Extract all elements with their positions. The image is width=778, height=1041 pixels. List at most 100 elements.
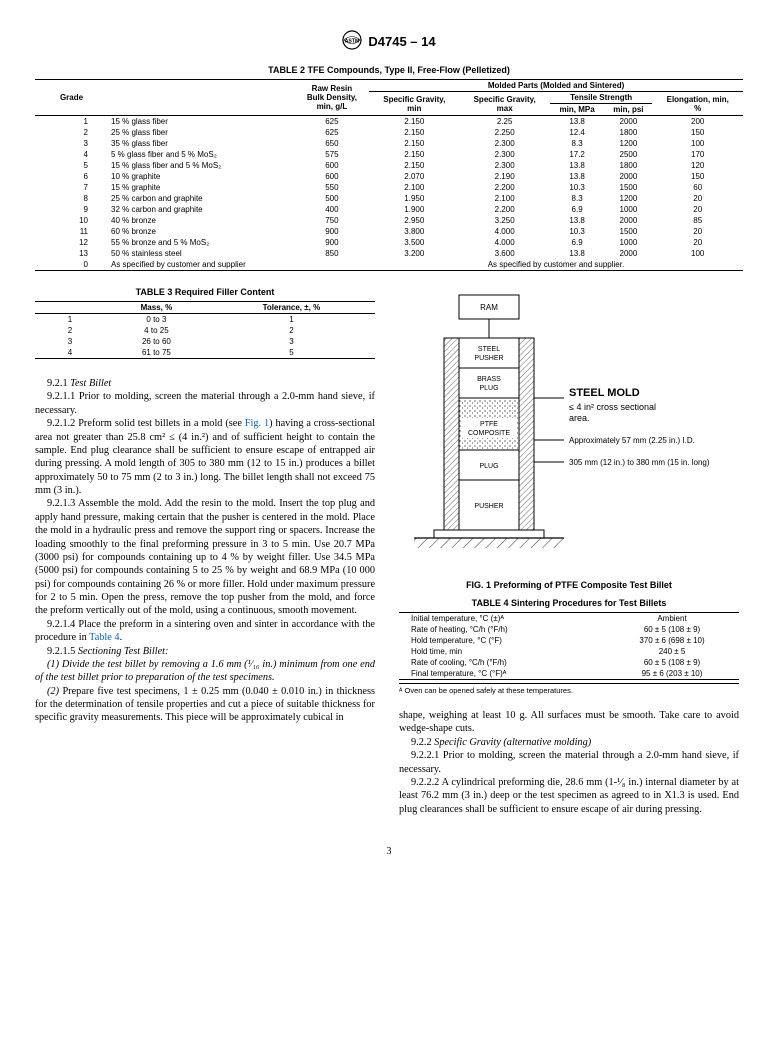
t2-psi: 1800 <box>604 160 652 171</box>
svg-text:STEEL MOLD: STEEL MOLD <box>569 387 640 399</box>
t2-desc: 10 % graphite <box>108 171 295 182</box>
svg-text:Approximately 57 mm (2.25 in.): Approximately 57 mm (2.25 in.) I.D. <box>569 436 695 445</box>
table4-link[interactable]: Table 4 <box>89 632 119 643</box>
svg-text:305 mm (12 in.) to 380 mm (15: 305 mm (12 in.) to 380 mm (15 in. long) <box>569 458 710 467</box>
t2-psi: 2000 <box>604 215 652 226</box>
t3-tol: 3 <box>208 336 375 347</box>
t2-psi: 1200 <box>604 193 652 204</box>
t2-desc: As specified by customer and supplier <box>108 259 295 271</box>
t2-grade: 7 <box>35 182 108 193</box>
t2-desc: 15 % graphite <box>108 182 295 193</box>
t2-el: 150 <box>652 171 743 182</box>
t2-sgmax: 4.000 <box>459 237 549 248</box>
t2-sgmin: 1.900 <box>369 204 459 215</box>
th-molded: Molded Parts (Molded and Sintered) <box>369 80 743 92</box>
t2-sgmax: As specified by customer and supplier. <box>459 259 652 271</box>
fig1-caption: FIG. 1 Preforming of PTFE Composite Test… <box>399 580 739 590</box>
t2-sgmax: 2.25 <box>459 116 549 128</box>
t2-sgmin <box>369 259 459 271</box>
table4-footnote: ᴬ Oven can be opened safely at these tem… <box>399 683 739 695</box>
t2-el: 20 <box>652 193 743 204</box>
body-right: shape, weighing at least 10 g. All surfa… <box>399 709 739 816</box>
t2-sgmax: 2.250 <box>459 127 549 138</box>
t4-value: 95 ± 6 (203 ± 10) <box>605 668 739 680</box>
t3-tol: 5 <box>208 347 375 359</box>
t2-mpa: 6.9 <box>550 237 605 248</box>
t2-psi: 1500 <box>604 182 652 193</box>
t2-grade: 3 <box>35 138 108 149</box>
t2-raw: 625 <box>295 116 369 128</box>
th-tol: Tolerance, ±, % <box>208 302 375 314</box>
t2-psi: 1800 <box>604 127 652 138</box>
t2-raw: 650 <box>295 138 369 149</box>
t2-el: 100 <box>652 138 743 149</box>
t2-mpa: 13.8 <box>550 116 605 128</box>
t2-raw: 600 <box>295 171 369 182</box>
t2-sgmin: 2.150 <box>369 116 459 128</box>
t2-el: 170 <box>652 149 743 160</box>
svg-text:BRASS: BRASS <box>477 376 501 383</box>
t2-desc: 32 % carbon and graphite <box>108 204 295 215</box>
svg-text:PTFE: PTFE <box>480 421 498 428</box>
t2-grade: 6 <box>35 171 108 182</box>
t4-label: Rate of heating, °C/h (°F/h) <box>399 624 605 635</box>
t4-label: Hold temperature, °C (°F) <box>399 635 605 646</box>
th-mpa: min, MPa <box>550 104 605 116</box>
fig1-link[interactable]: Fig. 1 <box>245 418 269 429</box>
t4-value: 60 ± 5 (108 ± 9) <box>605 624 739 635</box>
t3-tol: 1 <box>208 314 375 326</box>
t2-sgmax: 2.200 <box>459 182 549 193</box>
t2-psi: 1000 <box>604 204 652 215</box>
t4-value: 60 ± 5 (108 ± 9) <box>605 657 739 668</box>
t2-psi: 2500 <box>604 149 652 160</box>
t2-grade: 5 <box>35 160 108 171</box>
t2-desc: 60 % bronze <box>108 226 295 237</box>
t2-psi: 1000 <box>604 237 652 248</box>
t2-desc: 25 % glass fiber <box>108 127 295 138</box>
t2-mpa: 6.9 <box>550 204 605 215</box>
t2-raw: 900 <box>295 237 369 248</box>
th-psi: min, psi <box>604 104 652 116</box>
t3-mass: 61 to 75 <box>105 347 208 359</box>
t2-grade: 12 <box>35 237 108 248</box>
svg-text:RAM: RAM <box>480 303 498 312</box>
t2-raw: 750 <box>295 215 369 226</box>
t2-sgmin: 2.150 <box>369 149 459 160</box>
t2-el: 20 <box>652 237 743 248</box>
t2-sgmin: 3.500 <box>369 237 459 248</box>
t2-desc: 15 % glass fiber <box>108 116 295 128</box>
t2-el: 20 <box>652 226 743 237</box>
t2-desc: 15 % glass fiber and 5 % MoS₂ <box>108 160 295 171</box>
t2-psi: 1500 <box>604 226 652 237</box>
t2-sgmax: 3.600 <box>459 248 549 259</box>
svg-text:≤ 4 in² cross sectional: ≤ 4 in² cross sectional <box>569 402 656 412</box>
t2-sgmax: 3.250 <box>459 215 549 226</box>
t2-mpa: 8.3 <box>550 138 605 149</box>
t3-mass: 0 to 3 <box>105 314 208 326</box>
t2-psi: 1200 <box>604 138 652 149</box>
t3-mass: 26 to 60 <box>105 336 208 347</box>
t4-value: Ambient <box>605 613 739 625</box>
t2-el: 120 <box>652 160 743 171</box>
t2-mpa: 13.8 <box>550 171 605 182</box>
t2-desc: 25 % carbon and graphite <box>108 193 295 204</box>
svg-text:STEEL: STEEL <box>478 346 500 353</box>
t2-mpa: 10.3 <box>550 182 605 193</box>
table2: Grade Raw ResinBulk Density,min, g/L Mol… <box>35 79 743 271</box>
t2-mpa: 10.3 <box>550 226 605 237</box>
t2-el: 20 <box>652 204 743 215</box>
th-raw: Raw ResinBulk Density,min, g/L <box>295 80 369 116</box>
t2-sgmin: 3.800 <box>369 226 459 237</box>
t2-mpa: 12.4 <box>550 127 605 138</box>
t2-grade: 8 <box>35 193 108 204</box>
t2-sgmax: 4.000 <box>459 226 549 237</box>
t2-raw: 850 <box>295 248 369 259</box>
t2-grade: 1 <box>35 116 108 128</box>
th-tensile: Tensile Strength <box>550 92 653 104</box>
t4-label: Hold time, min <box>399 646 605 657</box>
t2-desc: 40 % bronze <box>108 215 295 226</box>
t2-grade: 2 <box>35 127 108 138</box>
th-grade: Grade <box>35 80 108 116</box>
t2-psi: 2000 <box>604 248 652 259</box>
t2-sgmin: 2.150 <box>369 138 459 149</box>
